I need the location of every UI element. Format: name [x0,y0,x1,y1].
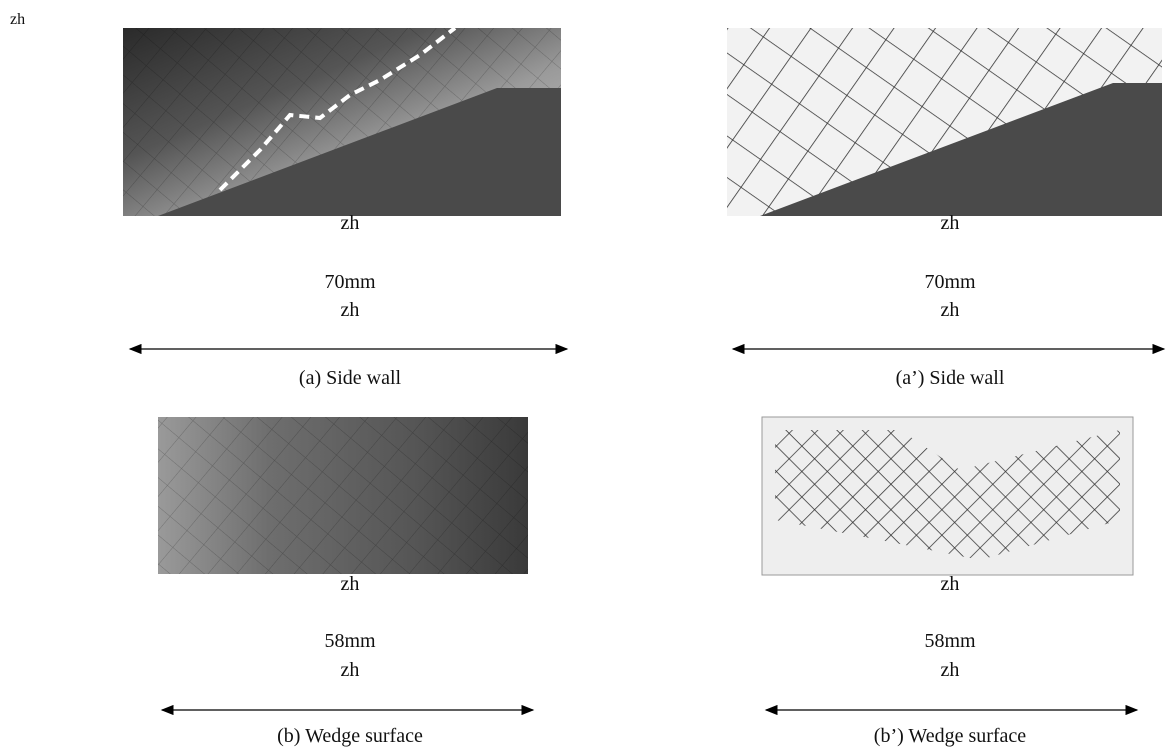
image-label: zh [341,659,360,681]
caption: (b) Wedge surface [277,725,423,747]
caption: (b’) Wedge surface [874,725,1027,747]
caption: (a) Side wall [299,367,402,389]
figure: zh zh 70mm zh (a) Side wall zh 70mm zh (a’) Sid… [0,0,1166,747]
dimension-label: 70mm [324,271,376,293]
image-label: zh [341,212,360,234]
header-label: zh [10,11,25,28]
dimension-label: 70mm [924,271,976,293]
caption: (a’) Side wall [896,367,1005,389]
image-label: zh [941,212,960,234]
photo-wedge-surface [158,417,528,574]
sketch-wedge-surface [762,417,1133,575]
dimension-label: 58mm [324,630,376,652]
dimension-label: 58mm [924,630,976,652]
image-label: zh [341,299,360,321]
image-label: zh [341,573,360,595]
photo-side-wall [123,28,561,216]
image-label: zh [941,659,960,681]
image-label: zh [941,299,960,321]
sketch-side-wall [727,28,1162,216]
image-label: zh [941,573,960,595]
